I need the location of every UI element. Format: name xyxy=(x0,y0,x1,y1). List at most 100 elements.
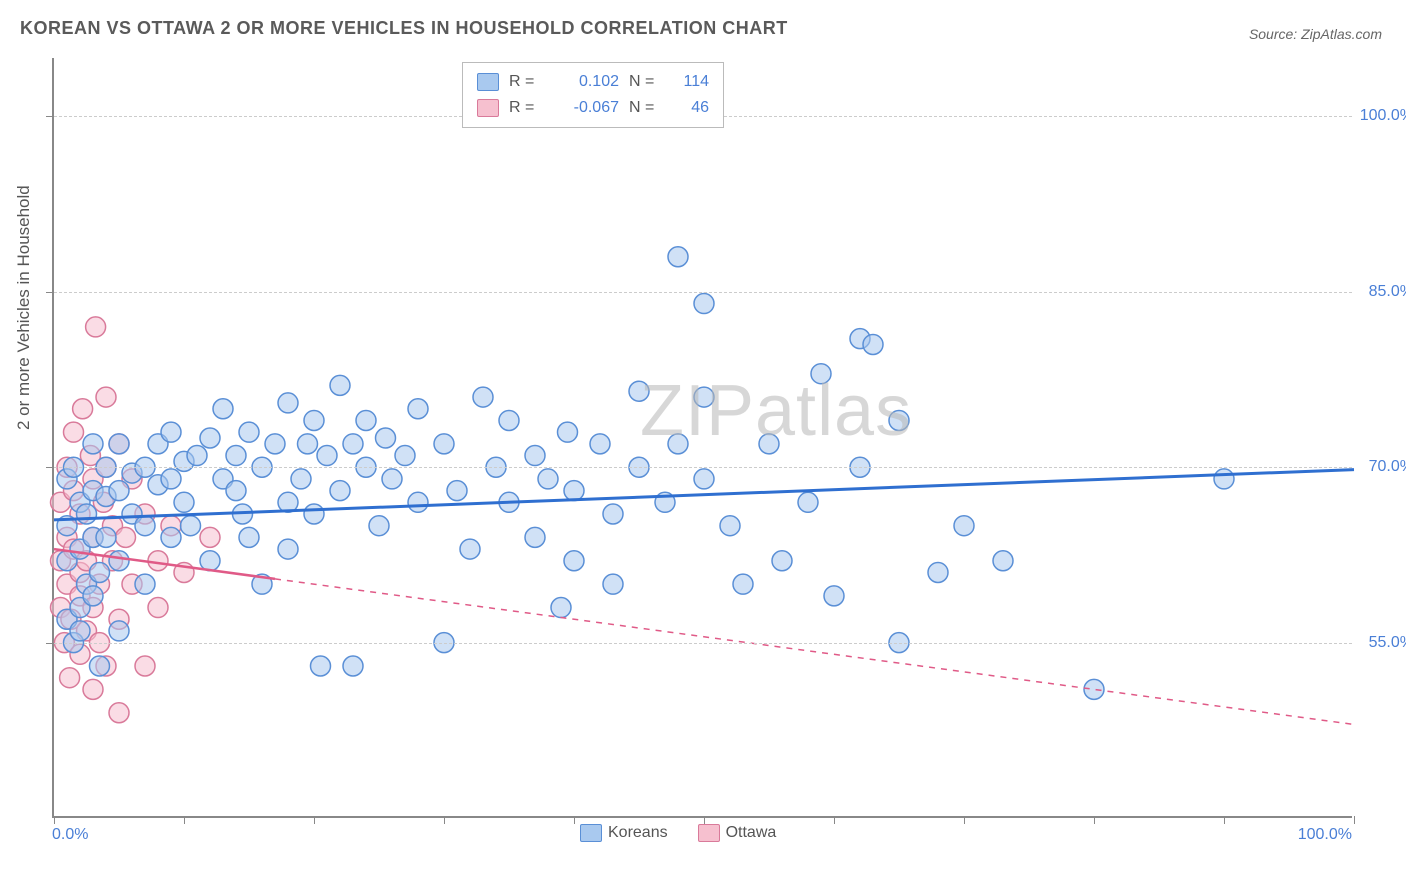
x-tick xyxy=(1224,816,1225,824)
legend-stat-row: R = -0.067 N = 46 xyxy=(477,95,709,121)
x-axis-max-label: 100.0% xyxy=(1298,826,1352,844)
y-tick xyxy=(46,116,54,117)
data-point-koreans xyxy=(181,516,201,536)
data-point-koreans xyxy=(408,492,428,512)
data-point-ottawa xyxy=(135,656,155,676)
y-axis-label: 2 or more Vehicles in Household xyxy=(14,185,34,430)
data-point-koreans xyxy=(564,481,584,501)
data-point-koreans xyxy=(798,492,818,512)
data-point-koreans xyxy=(304,410,324,430)
legend-r-value: 0.102 xyxy=(549,73,619,91)
data-point-koreans xyxy=(77,504,97,524)
x-tick xyxy=(444,816,445,824)
chart-title: KOREAN VS OTTAWA 2 OR MORE VEHICLES IN H… xyxy=(20,18,788,39)
plot-area: 55.0%70.0%85.0%100.0% xyxy=(52,58,1352,818)
data-point-koreans xyxy=(473,387,493,407)
legend-n-value: 114 xyxy=(669,73,709,91)
data-point-koreans xyxy=(298,434,318,454)
x-tick xyxy=(184,816,185,824)
data-point-ottawa xyxy=(200,527,220,547)
data-point-koreans xyxy=(291,469,311,489)
y-tick-label: 100.0% xyxy=(1360,107,1406,125)
data-point-koreans xyxy=(395,446,415,466)
data-point-koreans xyxy=(720,516,740,536)
legend-r-label: R = xyxy=(509,99,539,117)
data-point-koreans xyxy=(733,574,753,594)
legend-r-label: R = xyxy=(509,73,539,91)
data-point-koreans xyxy=(668,247,688,267)
gridline-h xyxy=(54,292,1352,293)
data-point-koreans xyxy=(161,469,181,489)
data-point-koreans xyxy=(538,469,558,489)
legend-r-value: -0.067 xyxy=(549,99,619,117)
data-point-koreans xyxy=(772,551,792,571)
data-point-koreans xyxy=(694,387,714,407)
data-point-koreans xyxy=(304,504,324,524)
data-point-koreans xyxy=(135,516,155,536)
legend-item: Ottawa xyxy=(698,824,777,842)
y-tick xyxy=(46,643,54,644)
data-point-koreans xyxy=(200,428,220,448)
y-tick-label: 55.0% xyxy=(1369,634,1406,652)
data-point-ottawa xyxy=(148,551,168,571)
data-point-koreans xyxy=(564,551,584,571)
data-point-koreans xyxy=(135,574,155,594)
data-point-koreans xyxy=(603,574,623,594)
x-tick xyxy=(704,816,705,824)
x-axis-min-label: 0.0% xyxy=(52,826,88,844)
data-point-ottawa xyxy=(109,703,129,723)
legend-series: KoreansOttawa xyxy=(580,824,776,842)
data-point-koreans xyxy=(161,422,181,442)
data-point-koreans xyxy=(226,446,246,466)
x-tick xyxy=(574,816,575,824)
data-point-koreans xyxy=(311,656,331,676)
data-point-ottawa xyxy=(148,598,168,618)
y-tick-label: 85.0% xyxy=(1369,283,1406,301)
x-tick xyxy=(54,816,55,824)
data-point-koreans xyxy=(460,539,480,559)
x-tick xyxy=(964,816,965,824)
data-point-koreans xyxy=(1084,679,1104,699)
gridline-h xyxy=(54,467,1352,468)
data-point-koreans xyxy=(376,428,396,448)
legend-swatch xyxy=(477,73,499,91)
trendline-dash-ottawa xyxy=(275,579,1354,725)
data-point-koreans xyxy=(278,393,298,413)
legend-swatch xyxy=(580,824,602,842)
legend-n-label: N = xyxy=(629,99,659,117)
data-point-koreans xyxy=(317,446,337,466)
data-point-koreans xyxy=(447,481,467,501)
y-tick xyxy=(46,467,54,468)
data-point-koreans xyxy=(824,586,844,606)
legend-n-label: N = xyxy=(629,73,659,91)
data-point-koreans xyxy=(109,621,129,641)
y-tick-label: 70.0% xyxy=(1369,458,1406,476)
data-point-koreans xyxy=(83,586,103,606)
data-point-koreans xyxy=(343,656,363,676)
data-point-koreans xyxy=(226,481,246,501)
legend-n-value: 46 xyxy=(669,99,709,117)
source-text: Source: ZipAtlas.com xyxy=(1249,26,1382,42)
data-point-koreans xyxy=(109,551,129,571)
data-point-koreans xyxy=(109,481,129,501)
data-point-koreans xyxy=(525,527,545,547)
data-point-koreans xyxy=(408,399,428,419)
data-point-koreans xyxy=(603,504,623,524)
data-point-ottawa xyxy=(64,422,84,442)
data-point-koreans xyxy=(382,469,402,489)
data-point-koreans xyxy=(213,399,233,419)
y-tick xyxy=(46,292,54,293)
data-point-ottawa xyxy=(60,668,80,688)
data-point-koreans xyxy=(629,381,649,401)
data-point-koreans xyxy=(330,375,350,395)
data-point-ottawa xyxy=(86,317,106,337)
legend-stats: R = 0.102 N = 114 R = -0.067 N = 46 xyxy=(462,62,724,128)
data-point-ottawa xyxy=(73,399,93,419)
data-point-koreans xyxy=(993,551,1013,571)
data-point-koreans xyxy=(1214,469,1234,489)
x-tick xyxy=(834,816,835,824)
data-point-koreans xyxy=(83,434,103,454)
data-point-koreans xyxy=(668,434,688,454)
x-tick xyxy=(1354,816,1355,824)
data-point-koreans xyxy=(863,334,883,354)
